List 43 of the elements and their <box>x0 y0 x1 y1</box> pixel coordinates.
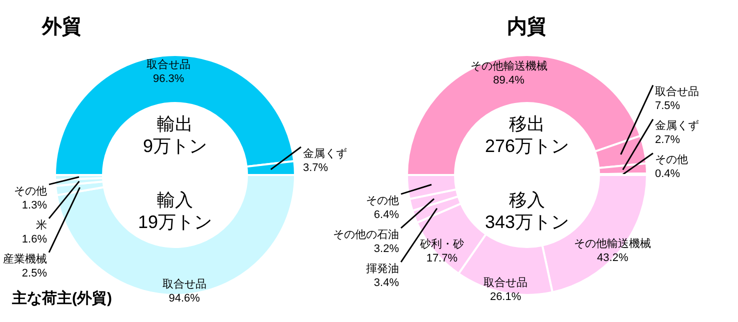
slice-label: 揮発油 <box>366 262 399 276</box>
data-label: 3.2% <box>374 243 400 256</box>
data-label: 17.7% <box>426 252 458 265</box>
data-label: 0.4% <box>655 168 680 180</box>
data-label: 2.5% <box>22 267 48 280</box>
data-label: 3.7% <box>303 162 328 174</box>
slice-label: 取合せ品 <box>655 85 699 98</box>
slice-label: 砂利・砂 <box>418 238 464 251</box>
slice-label: 金属くず <box>655 119 699 132</box>
text: 19万トン <box>138 212 212 232</box>
slice-label: その他輸送機械 <box>470 60 548 73</box>
text: 輸出 <box>157 114 193 134</box>
slice-label: その他 <box>655 154 688 166</box>
data-label: 96.3% <box>153 73 184 86</box>
data-label: 1.6% <box>22 233 48 246</box>
data-label: 6.4% <box>374 209 400 222</box>
slice-label: その他 <box>14 185 47 198</box>
data-label: 7.5% <box>655 100 680 112</box>
slice-label: 取合せ品 <box>146 58 191 72</box>
chart-title: 外貿 <box>41 15 82 38</box>
text: 343万トン <box>484 212 570 232</box>
data-label: 43.2% <box>597 252 628 264</box>
text: 9万トン <box>142 136 208 156</box>
text: 輸入 <box>157 190 193 210</box>
text: 移入 <box>509 190 545 210</box>
data-label: 2.7% <box>655 134 680 146</box>
data-label: 89.4% <box>493 74 525 87</box>
slice-label: その他 <box>366 195 399 208</box>
text: 276万トン <box>484 136 570 156</box>
slice-label: その他輸送機械 <box>574 237 652 250</box>
slice-label: 取合せ品 <box>484 276 528 289</box>
data-label: 26.1% <box>490 290 522 303</box>
slice-label: 取合せ品 <box>162 278 206 291</box>
text: 主な荷主(外貿) <box>11 289 112 307</box>
chart-title: 内貿 <box>507 15 547 38</box>
slice-label: 産業機械 <box>3 252 47 266</box>
data-label: 1.3% <box>22 199 48 212</box>
data-label: 94.6% <box>168 292 200 305</box>
slice-label: 金属くず <box>303 147 347 160</box>
slice-label: 米 <box>36 218 47 232</box>
text: 移出 <box>509 114 545 134</box>
data-label: 3.4% <box>374 277 400 290</box>
slice-label: その他の石油 <box>333 228 399 242</box>
